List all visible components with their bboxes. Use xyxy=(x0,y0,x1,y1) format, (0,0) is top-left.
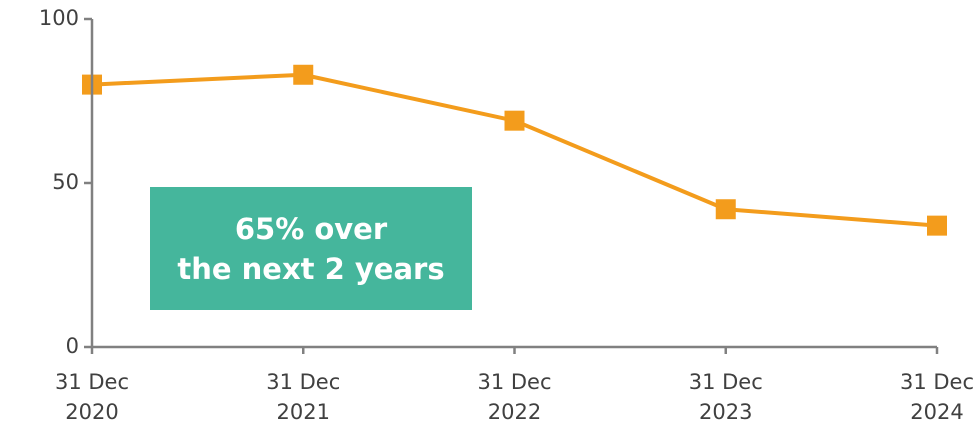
point-marker xyxy=(715,199,736,220)
y-tick-label: 100 xyxy=(39,6,79,30)
annotation-line: the next 2 years xyxy=(177,251,445,286)
y-tick-label: 0 xyxy=(66,334,79,358)
y-tick-label: 50 xyxy=(52,170,79,194)
x-tick-label: 31 Dec 2020 xyxy=(54,370,130,424)
point-marker xyxy=(927,215,947,236)
x-tick-label: 31 Dec 2021 xyxy=(266,370,341,424)
x-tick-label: 31 Dec 2024 xyxy=(899,370,975,424)
x-tick-label: 31 Dec 2022 xyxy=(477,370,552,424)
annotation-line: 65% over xyxy=(234,211,388,246)
annotation-box: 65% over the next 2 years xyxy=(150,187,472,310)
point-marker xyxy=(504,110,525,131)
point-marker xyxy=(293,64,314,85)
x-tick-label: 31 Dec 2023 xyxy=(688,370,763,424)
